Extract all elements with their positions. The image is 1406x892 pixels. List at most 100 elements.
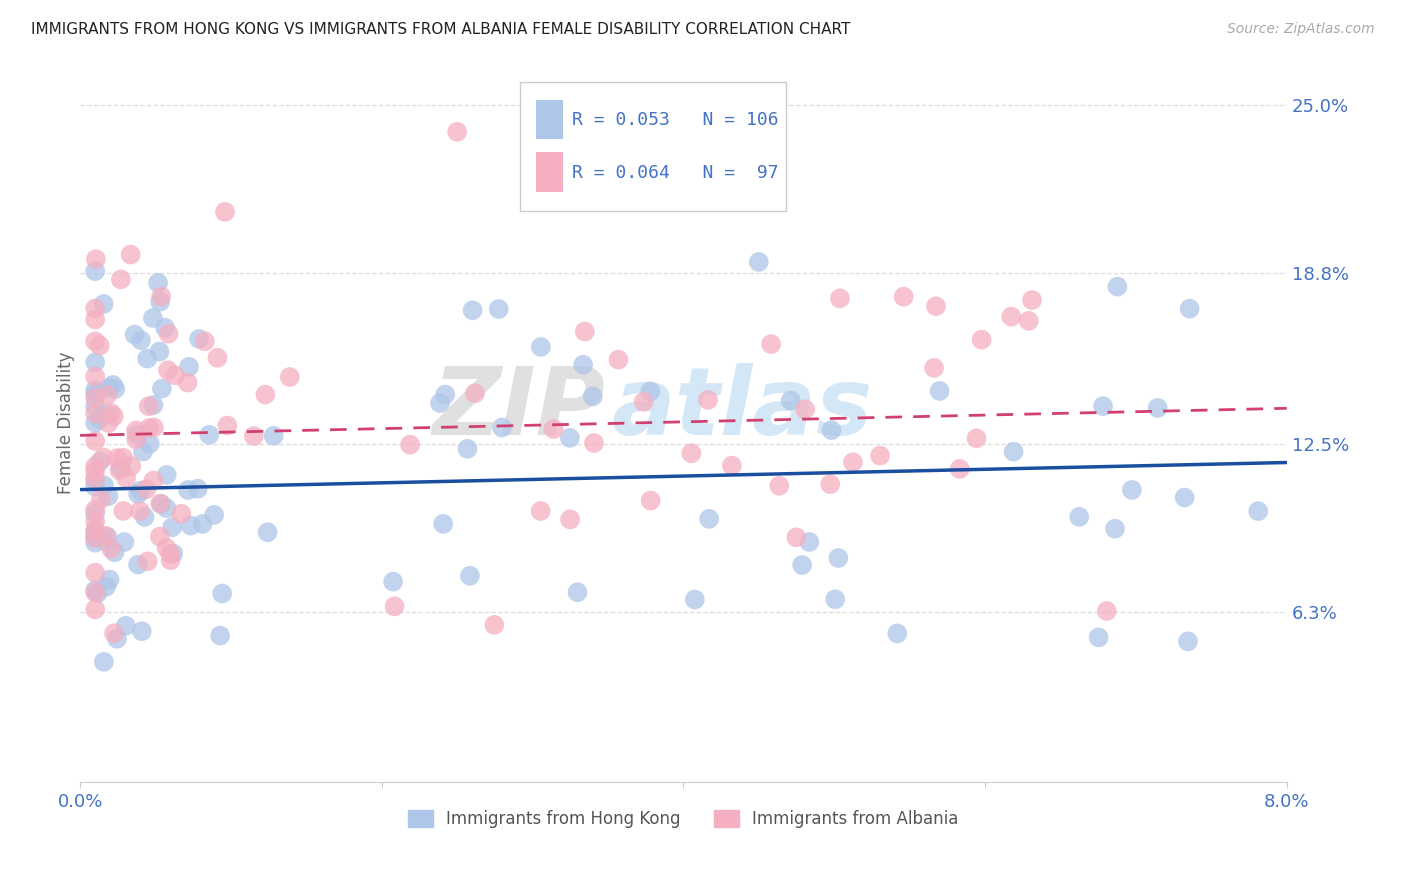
Point bbox=[157, 326, 180, 341]
Point bbox=[278, 370, 301, 384]
Point bbox=[970, 333, 993, 347]
Point bbox=[101, 378, 124, 392]
Point bbox=[84, 252, 107, 267]
Point bbox=[84, 474, 107, 488]
Point bbox=[170, 507, 193, 521]
Point bbox=[799, 535, 821, 549]
Point bbox=[180, 518, 202, 533]
Point bbox=[153, 320, 176, 334]
Point bbox=[136, 351, 159, 366]
Point bbox=[142, 398, 165, 412]
Point bbox=[124, 327, 146, 342]
Point bbox=[194, 334, 217, 349]
Point bbox=[1002, 444, 1025, 458]
Point bbox=[97, 489, 120, 503]
Point bbox=[89, 412, 111, 426]
Point bbox=[582, 389, 605, 403]
Point bbox=[254, 387, 277, 401]
Point bbox=[93, 297, 115, 311]
Point bbox=[138, 399, 160, 413]
Point bbox=[779, 393, 801, 408]
Point bbox=[574, 325, 596, 339]
Point bbox=[1095, 604, 1118, 618]
Point bbox=[84, 464, 107, 478]
Point bbox=[683, 592, 706, 607]
Point bbox=[84, 530, 107, 544]
Point bbox=[165, 368, 187, 383]
Point bbox=[84, 602, 107, 616]
Point bbox=[120, 247, 142, 261]
Point bbox=[607, 352, 630, 367]
Point bbox=[484, 618, 506, 632]
Point bbox=[132, 444, 155, 458]
Point bbox=[103, 545, 125, 559]
Point bbox=[112, 535, 135, 549]
Point bbox=[156, 467, 179, 482]
Point bbox=[1247, 504, 1270, 518]
Point bbox=[142, 474, 165, 488]
Legend: Immigrants from Hong Kong, Immigrants from Albania: Immigrants from Hong Kong, Immigrants fr… bbox=[401, 804, 966, 835]
Point bbox=[191, 516, 214, 531]
Point bbox=[176, 376, 198, 390]
Point bbox=[446, 125, 468, 139]
Point bbox=[1104, 522, 1126, 536]
Point bbox=[1177, 634, 1199, 648]
Point bbox=[84, 312, 107, 326]
Point bbox=[818, 477, 841, 491]
Point bbox=[84, 566, 107, 580]
Point bbox=[187, 482, 209, 496]
Point bbox=[84, 391, 107, 405]
Text: ZIP: ZIP bbox=[432, 363, 605, 455]
Point bbox=[256, 525, 278, 540]
Point bbox=[103, 626, 125, 640]
Point bbox=[202, 508, 225, 522]
Point bbox=[922, 360, 945, 375]
Point bbox=[1107, 279, 1129, 293]
Point bbox=[108, 463, 131, 477]
Point bbox=[1092, 399, 1115, 413]
Point bbox=[96, 407, 118, 421]
Point bbox=[100, 541, 122, 556]
Point bbox=[89, 454, 111, 468]
Point bbox=[104, 382, 127, 396]
Point bbox=[84, 514, 107, 528]
Point bbox=[84, 585, 107, 599]
Point bbox=[93, 450, 115, 465]
Point bbox=[1087, 630, 1109, 644]
Point bbox=[138, 421, 160, 435]
Point bbox=[207, 351, 229, 365]
Point bbox=[768, 479, 790, 493]
Point bbox=[96, 580, 118, 594]
Point bbox=[243, 429, 266, 443]
Point bbox=[160, 520, 183, 534]
Point bbox=[150, 289, 173, 303]
Point bbox=[84, 264, 107, 278]
Point bbox=[1000, 310, 1022, 324]
Point bbox=[96, 530, 118, 544]
Point bbox=[93, 655, 115, 669]
Point bbox=[149, 530, 172, 544]
Point bbox=[90, 491, 112, 506]
Point bbox=[827, 551, 849, 566]
Point bbox=[105, 450, 128, 465]
Point bbox=[84, 523, 107, 537]
Point bbox=[84, 369, 107, 384]
Point bbox=[84, 386, 107, 401]
Point bbox=[384, 599, 406, 614]
Point bbox=[150, 382, 173, 396]
Point bbox=[582, 436, 605, 450]
Point bbox=[110, 272, 132, 286]
Point bbox=[886, 626, 908, 640]
Point bbox=[112, 450, 135, 465]
Point bbox=[103, 409, 125, 424]
Point bbox=[759, 337, 782, 351]
Point bbox=[84, 434, 107, 448]
Point bbox=[146, 276, 169, 290]
Point bbox=[89, 338, 111, 352]
Point bbox=[142, 311, 165, 326]
Point bbox=[697, 392, 720, 407]
Point bbox=[491, 420, 513, 434]
Point bbox=[155, 541, 177, 555]
Point bbox=[127, 558, 149, 572]
Text: IMMIGRANTS FROM HONG KONG VS IMMIGRANTS FROM ALBANIA FEMALE DISABILITY CORRELATI: IMMIGRANTS FROM HONG KONG VS IMMIGRANTS … bbox=[31, 22, 851, 37]
